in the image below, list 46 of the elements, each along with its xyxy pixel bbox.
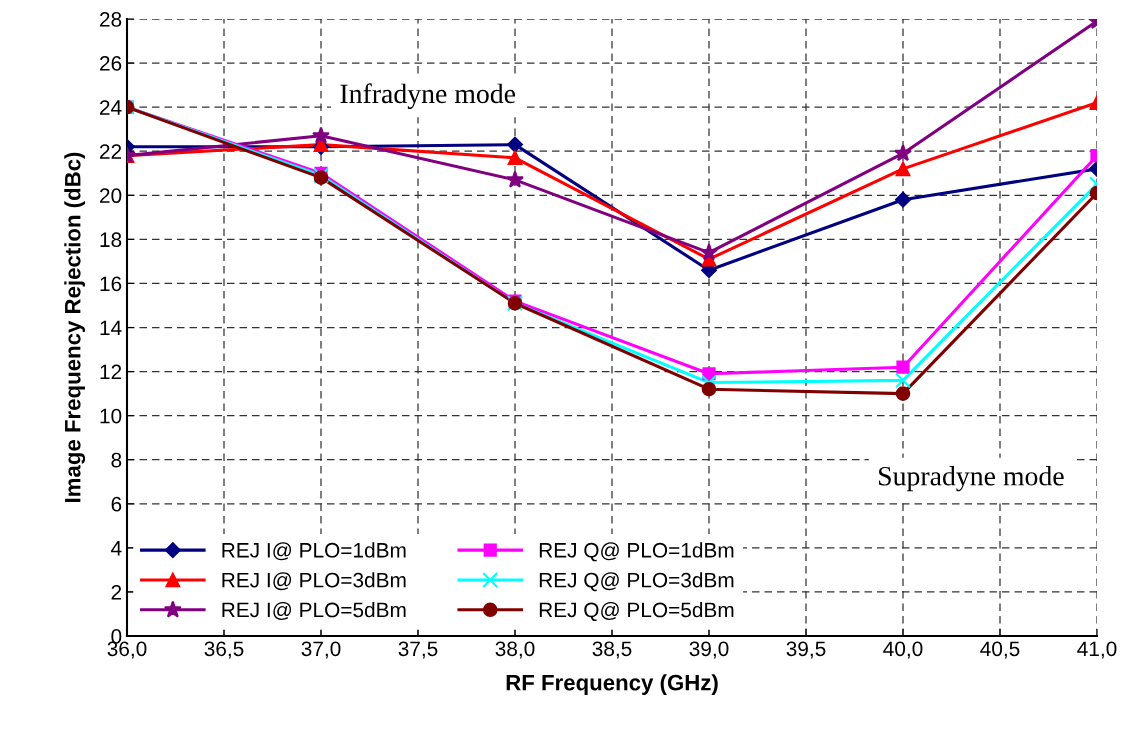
point: [507, 136, 523, 153]
y-axis-title: Image Frequency Rejection (dBc): [64, 152, 86, 502]
y-tick-label: 28: [100, 12, 122, 27]
point: [701, 381, 717, 397]
legend-label: REJ I@ PLO=1dBm: [222, 542, 406, 561]
point: [895, 372, 911, 389]
x-tick-label: 37,5: [398, 641, 438, 659]
y-tick-label: 26: [100, 56, 122, 71]
y-tick-label: 12: [100, 364, 122, 380]
point: [700, 243, 718, 261]
point: [506, 170, 524, 188]
x-tick-label: 40,5: [980, 641, 1020, 659]
x-axis-title: RF Frequency (GHz): [506, 674, 718, 695]
point: [895, 191, 911, 208]
y-tick-label: 16: [100, 276, 122, 292]
x-tick-label: 38,0: [495, 641, 535, 659]
x-tick-label: 36,5: [204, 641, 244, 659]
legend-label: REJ I@ PLO=5dBm: [222, 602, 406, 620]
y-tick-label: 8: [111, 452, 122, 468]
annotation: Infradyne mode: [340, 83, 516, 109]
x-tick-label: 39,5: [786, 641, 826, 659]
y-tick-label: 22: [100, 144, 122, 159]
legend-label: REJ Q@ PLO=3dBm: [539, 572, 734, 592]
x-tick-label: 40,0: [883, 641, 923, 659]
y-tick-label: 24: [100, 100, 122, 115]
legend-label: REJ Q@ PLO=5dBm: [539, 602, 734, 622]
x-tick-label: 39,0: [689, 641, 729, 659]
y-tick-label: 2: [111, 584, 122, 600]
point: [894, 144, 912, 162]
point: [896, 360, 910, 374]
y-tick-label: 10: [100, 408, 122, 424]
legend-label: REJ Q@ PLO=1dBm: [539, 542, 734, 562]
y-tick-label: 14: [100, 320, 122, 336]
y-tick-label: 18: [100, 232, 122, 248]
point: [312, 126, 330, 144]
y-tick-label: 4: [111, 541, 122, 556]
point: [895, 161, 911, 177]
annotation: Supradyne mode: [879, 466, 1064, 492]
legend-label: REJ I@ PLO=3dBm: [222, 572, 406, 591]
x-tick-label: 37,0: [301, 641, 341, 659]
point: [507, 150, 523, 166]
y-tick-label: 6: [111, 496, 122, 512]
point: [895, 386, 911, 401]
y-tick-label: 20: [100, 188, 122, 204]
x-tick-label: 41,0: [1077, 641, 1117, 659]
x-tick-label: 38,5: [592, 641, 632, 659]
